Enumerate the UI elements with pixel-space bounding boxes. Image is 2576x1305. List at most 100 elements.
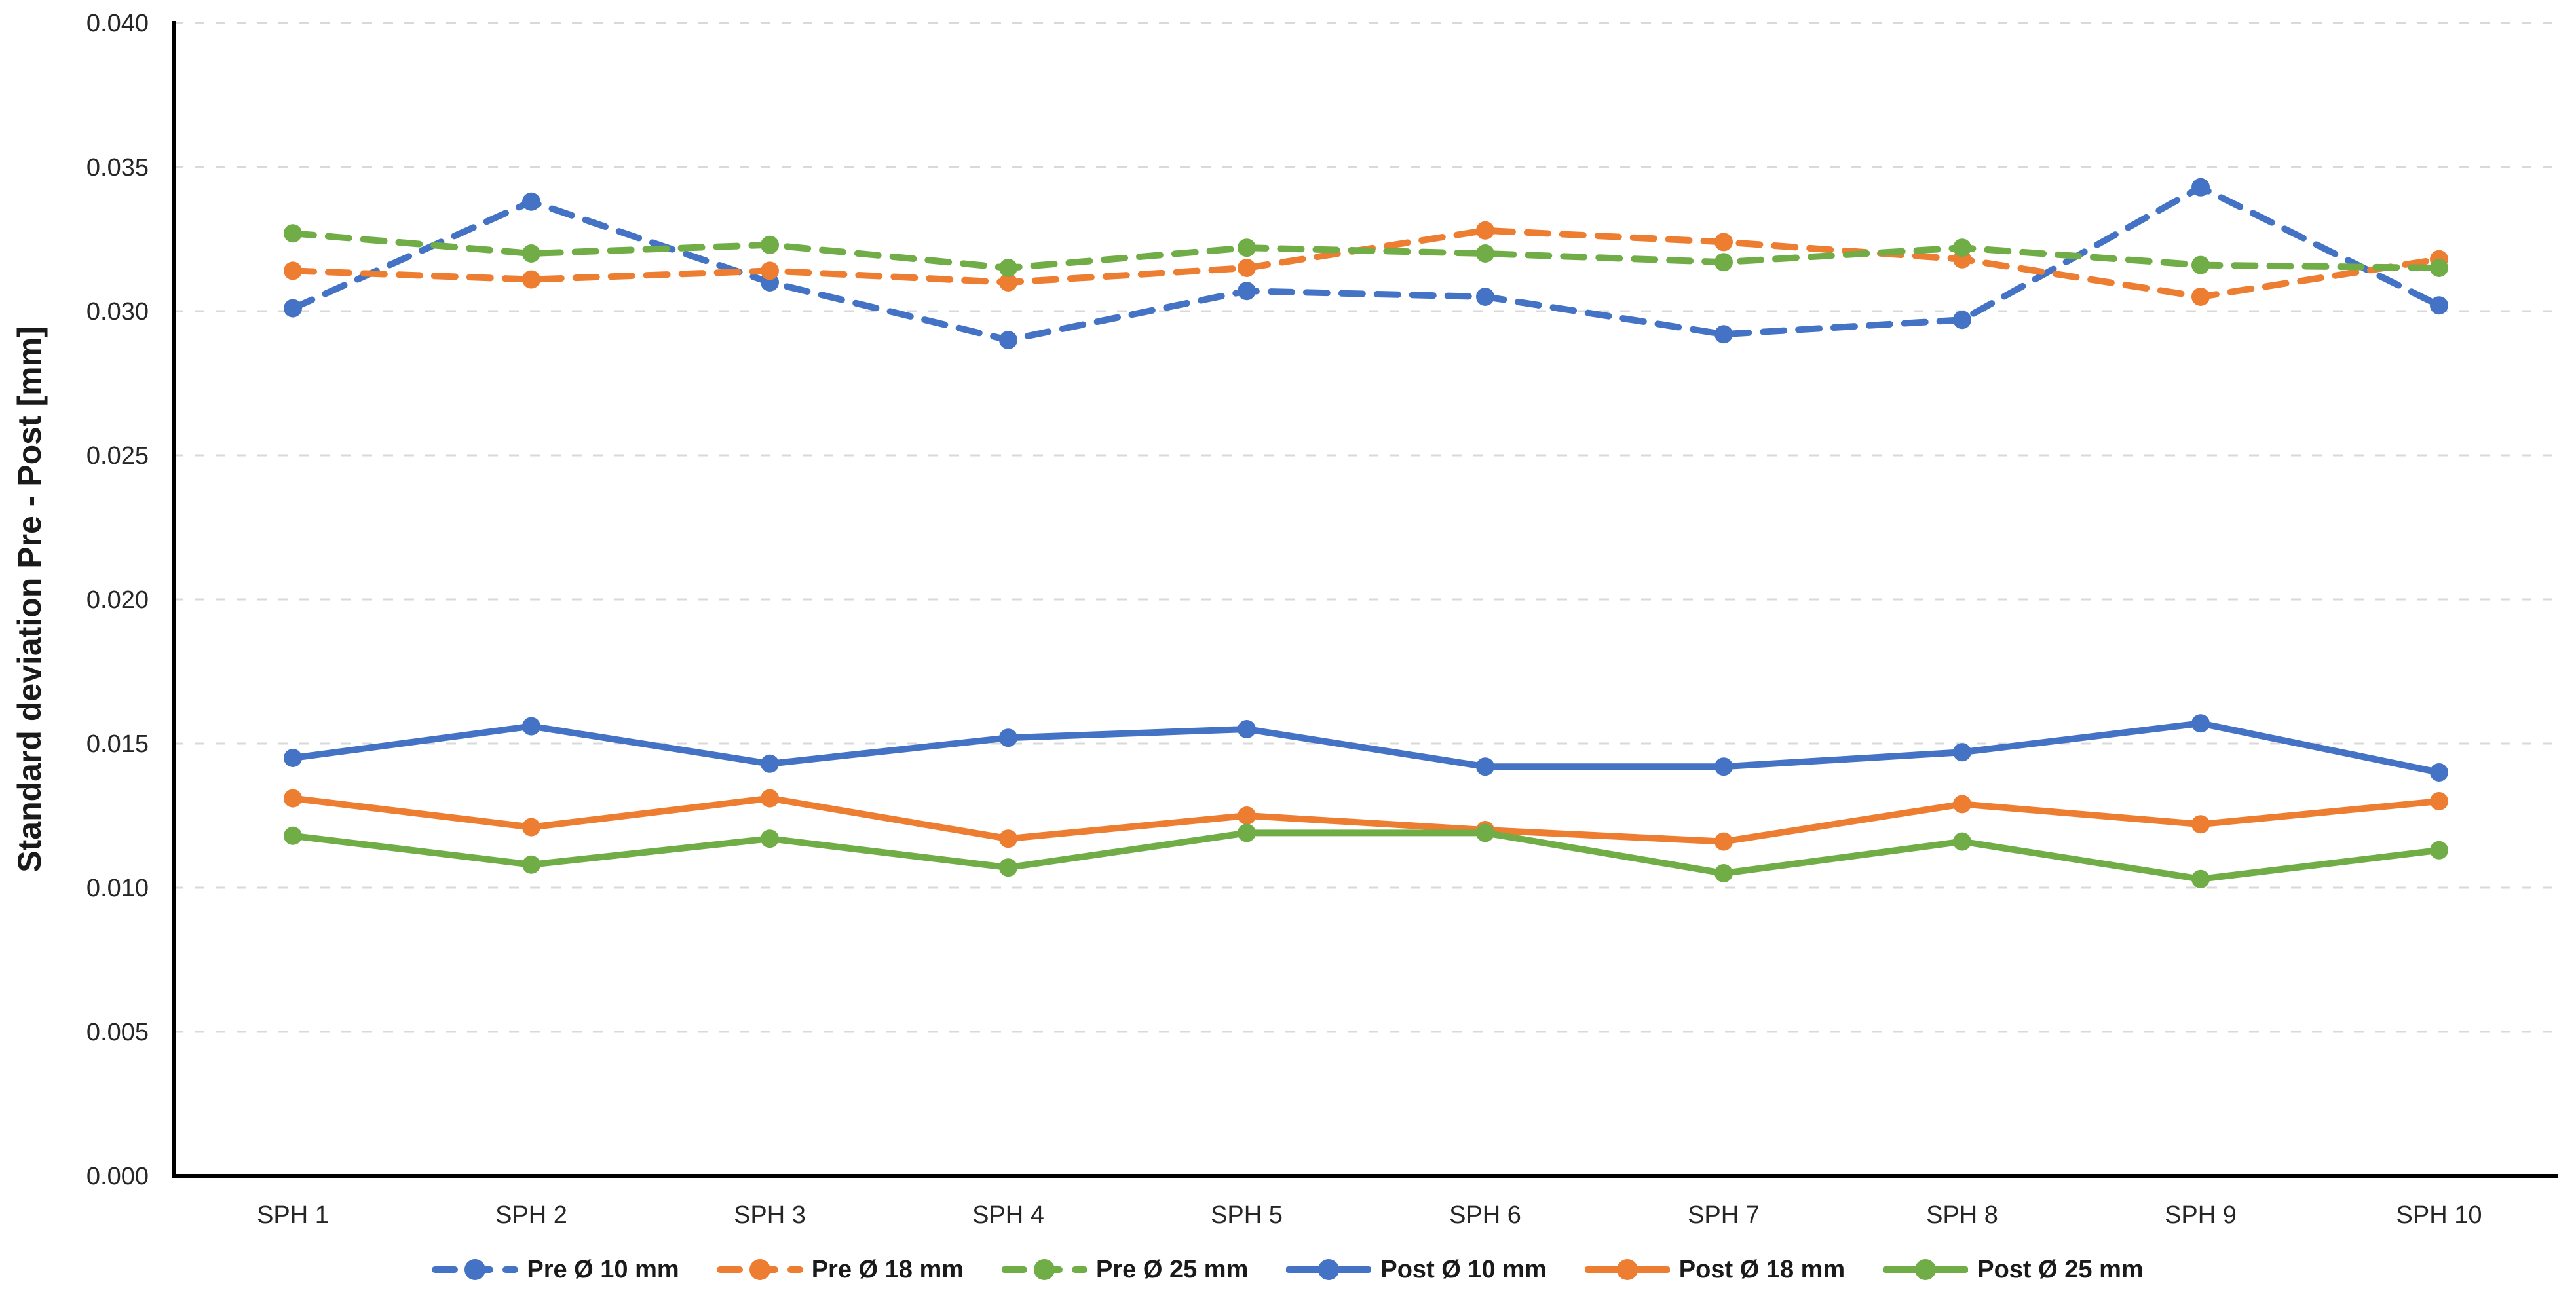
data-point-marker	[1476, 244, 1494, 263]
x-tick-label: SPH 2	[495, 1201, 567, 1229]
data-point-marker	[522, 192, 540, 211]
data-point-marker	[2430, 841, 2448, 860]
legend-swatch-dashed	[432, 1259, 518, 1280]
legend-label: Post Ø 18 mm	[1678, 1255, 1846, 1283]
series-line-post-18-mm	[290, 795, 2442, 845]
chart-legend: Pre Ø 10 mm Pre Ø 18 mm Pre Ø 25 mm Post Ø …	[0, 1255, 2576, 1284]
x-tick-label: SPH 7	[1688, 1201, 1760, 1229]
legend-swatch-solid	[1584, 1259, 1670, 1280]
data-point-marker	[761, 754, 779, 773]
y-tick-label: 0.010	[86, 875, 149, 902]
data-point-marker	[1714, 864, 1733, 882]
legend-marker-sample	[749, 1259, 770, 1280]
series-line-pre-10-mm	[290, 183, 2442, 343]
legend-item-pre-25-mm: Pre Ø 25 mm	[1002, 1255, 1248, 1284]
y-tick-label: 0.040	[86, 10, 149, 37]
data-point-marker	[2430, 792, 2448, 810]
x-tick-label: SPH 6	[1449, 1201, 1521, 1229]
data-point-marker	[1953, 311, 1971, 330]
data-point-marker	[1476, 757, 1494, 776]
data-point-marker	[2191, 815, 2210, 834]
x-tick-label: SPH 3	[734, 1201, 806, 1229]
y-tick-label: 0.035	[86, 154, 149, 181]
data-point-marker	[284, 224, 302, 243]
axes	[172, 21, 2558, 1178]
data-point-marker	[1714, 757, 1733, 776]
data-point-marker	[999, 331, 1017, 349]
data-point-marker	[522, 818, 540, 837]
legend-label: Pre Ø 10 mm	[527, 1255, 679, 1283]
y-tick-label: 0.000	[86, 1163, 149, 1190]
legend-item-pre-10-mm: Pre Ø 10 mm	[432, 1255, 679, 1284]
y-tick-label: 0.020	[86, 586, 149, 614]
legend-swatch-solid	[1883, 1259, 1969, 1280]
data-point-marker	[1476, 288, 1494, 306]
data-point-marker	[999, 273, 1017, 292]
legend-marker-sample	[1034, 1259, 1055, 1280]
data-point-marker	[522, 717, 540, 736]
data-point-marker	[1714, 832, 1733, 851]
data-point-marker	[2191, 255, 2210, 274]
legend-label: Post Ø 10 mm	[1380, 1255, 1547, 1283]
y-tick-label: 0.030	[86, 298, 149, 326]
data-point-marker	[522, 855, 540, 874]
data-point-marker	[1476, 823, 1494, 842]
data-point-marker	[761, 829, 779, 848]
data-point-marker	[761, 789, 779, 808]
data-point-marker	[2430, 296, 2448, 315]
data-point-marker	[1714, 253, 1733, 272]
data-point-marker	[1238, 238, 1256, 257]
data-point-marker	[761, 235, 779, 254]
data-point-marker	[1238, 720, 1256, 738]
x-tick-label: SPH 5	[1211, 1201, 1283, 1229]
data-point-marker	[1238, 259, 1256, 277]
y-tick-label: 0.005	[86, 1019, 149, 1046]
x-tick-label: SPH 8	[1926, 1201, 1998, 1229]
data-point-marker	[1476, 221, 1494, 240]
y-axis-title: Standard deviation Pre - Post [mm]	[11, 326, 48, 872]
legend-item-post-18-mm: Post Ø 18 mm	[1584, 1255, 1846, 1284]
data-point-marker	[2430, 259, 2448, 277]
data-point-marker	[284, 826, 302, 845]
y-tick-label: 0.025	[86, 442, 149, 470]
data-point-marker	[1714, 325, 1733, 344]
data-point-marker	[284, 299, 302, 318]
y-tick-label: 0.015	[86, 730, 149, 758]
data-point-marker	[1714, 233, 1733, 252]
legend-marker-sample	[1915, 1259, 1937, 1280]
data-point-marker	[284, 789, 302, 808]
data-point-marker	[761, 261, 779, 280]
data-point-marker	[1238, 282, 1256, 301]
data-point-marker	[1238, 806, 1256, 825]
legend-label: Pre Ø 18 mm	[811, 1255, 964, 1283]
x-axis-category-labels: SPH 1 SPH 2 SPH 3 SPH 4 SPH 5 SPH 6 SPH 7 SPH 8…	[257, 1201, 2482, 1229]
series-lines	[284, 178, 2448, 888]
legend-swatch-solid	[1286, 1259, 1372, 1280]
data-point-marker	[2430, 763, 2448, 782]
data-point-marker	[284, 261, 302, 280]
data-point-marker	[1238, 823, 1256, 842]
legend-label: Pre Ø 25 mm	[1096, 1255, 1249, 1283]
legend-marker-sample	[464, 1259, 486, 1280]
data-point-marker	[999, 829, 1017, 848]
series-line-pre-25-mm	[290, 230, 2442, 271]
legend-label: Post Ø 25 mm	[1977, 1255, 2144, 1283]
series-line-post-25-mm	[290, 829, 2442, 882]
x-tick-label: SPH 9	[2165, 1201, 2237, 1229]
data-point-marker	[1953, 238, 1971, 257]
series-line-post-10-mm	[290, 720, 2442, 776]
data-point-marker	[999, 259, 1017, 277]
data-point-marker	[2191, 288, 2210, 306]
legend-marker-sample	[1318, 1259, 1340, 1280]
legend-item-pre-18-mm: Pre Ø 18 mm	[717, 1255, 964, 1284]
legend-marker-sample	[1616, 1259, 1638, 1280]
legend-swatch-dashed	[717, 1259, 803, 1280]
legend-swatch-dashed	[1002, 1259, 1088, 1280]
x-tick-label: SPH 10	[2396, 1201, 2482, 1229]
data-point-marker	[2191, 714, 2210, 733]
data-point-marker	[2191, 178, 2210, 197]
data-point-marker	[284, 749, 302, 767]
data-point-marker	[1953, 832, 1971, 851]
data-point-marker	[999, 728, 1017, 747]
